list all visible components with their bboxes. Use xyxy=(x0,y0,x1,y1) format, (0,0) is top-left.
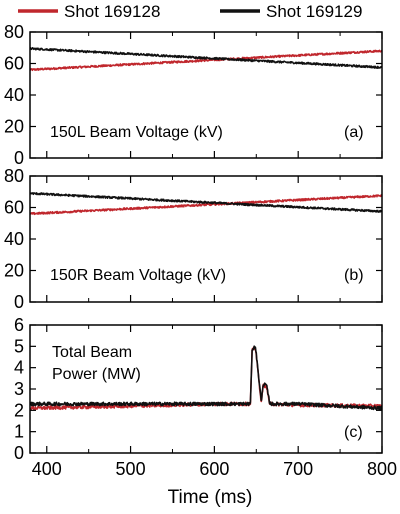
y-tick-label: 0 xyxy=(14,148,24,168)
y-tick-label: 60 xyxy=(4,54,24,74)
y-tick-label: 0 xyxy=(14,292,24,312)
y-tick-label: 3 xyxy=(14,379,24,399)
x-tick-label: 500 xyxy=(116,459,146,479)
series-line-shot-169128 xyxy=(30,49,382,72)
panel-b-150r-beam-voltage: 0 20 40 60 80 xyxy=(4,166,383,312)
y-tick-label: 0 xyxy=(14,443,24,463)
series-line-shot-169129 xyxy=(30,192,382,213)
panel-a-150l-beam-voltage: 0 20 40 60 80 xyxy=(4,22,383,168)
panel-c-label-line-2: Power (MW) xyxy=(52,366,141,383)
panel-c-label-line-1: Total Beam xyxy=(52,344,132,361)
y-tick-label: 5 xyxy=(14,336,24,356)
series-line-shot-169129 xyxy=(30,47,382,69)
y-tick-label: 2 xyxy=(14,400,24,420)
y-tick-label: 20 xyxy=(4,261,24,281)
panel-a-label: 150L Beam Voltage (kV) xyxy=(50,124,223,141)
y-tick-label: 60 xyxy=(4,198,24,218)
legend-label-shot-169128: Shot 169128 xyxy=(64,2,160,21)
x-tick-label: 800 xyxy=(367,459,397,479)
x-axis-label: Time (ms) xyxy=(168,487,253,508)
legend-label-shot-169129: Shot 169129 xyxy=(266,2,362,21)
y-tick-label: 4 xyxy=(14,358,24,378)
series-line-shot-169129 xyxy=(30,345,382,411)
x-tick-label: 700 xyxy=(283,459,313,479)
x-tick-label: 600 xyxy=(199,459,229,479)
y-tick-label: 40 xyxy=(4,85,24,105)
panel-c-tag: (c) xyxy=(344,424,363,441)
panel-b-tag: (b) xyxy=(344,267,364,284)
legend: Shot 169128 Shot 169129 xyxy=(18,2,362,21)
y-tick-label: 80 xyxy=(4,166,24,186)
panel-b-label: 150R Beam Voltage (kV) xyxy=(50,267,226,284)
x-tick-label: 400 xyxy=(32,459,62,479)
y-tick-label: 80 xyxy=(4,22,24,42)
y-tick-label: 1 xyxy=(14,422,24,442)
y-tick-label: 6 xyxy=(14,315,24,335)
series-line-shot-169128 xyxy=(30,194,382,216)
y-tick-label: 20 xyxy=(4,117,24,137)
panel-a-tag: (a) xyxy=(344,124,364,141)
y-tick-label: 40 xyxy=(4,229,24,249)
